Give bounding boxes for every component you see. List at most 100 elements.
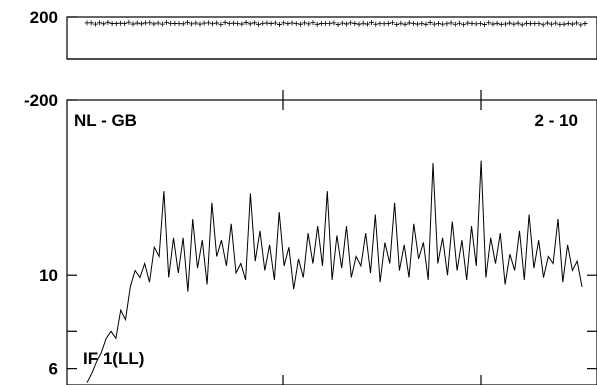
phase-point xyxy=(176,20,182,26)
phase-point xyxy=(109,21,115,27)
phase-point xyxy=(168,21,174,27)
phase-point xyxy=(473,21,479,27)
phase-point xyxy=(452,21,458,27)
phase-point xyxy=(394,21,400,27)
phase-point xyxy=(582,21,588,27)
phase-point xyxy=(243,20,249,26)
phase-point xyxy=(84,20,90,26)
phase-point xyxy=(159,21,165,27)
baseline-label: NL - GB xyxy=(74,111,137,130)
phase-point xyxy=(431,21,437,27)
phase-point xyxy=(172,20,178,26)
phase-point xyxy=(272,20,278,26)
phase-point xyxy=(448,20,454,26)
phase-point xyxy=(482,22,488,28)
phase-point xyxy=(184,19,190,25)
phase-point xyxy=(260,20,266,26)
phase-point xyxy=(385,21,391,27)
phase-point xyxy=(205,20,211,26)
phase-point xyxy=(268,21,274,27)
phase-point xyxy=(193,20,199,26)
phase-point xyxy=(289,20,295,26)
phase-point xyxy=(511,21,517,27)
phase-point xyxy=(122,21,128,27)
phase-point xyxy=(557,21,563,27)
phase-point xyxy=(419,20,425,26)
phase-point xyxy=(490,21,496,27)
phase-point xyxy=(310,20,316,26)
phase-point xyxy=(101,21,107,27)
phase-point xyxy=(264,20,270,26)
phase-point xyxy=(515,20,521,26)
phase-point xyxy=(398,20,404,26)
phase-point xyxy=(235,21,241,27)
phase-point xyxy=(415,21,421,27)
phase-point xyxy=(147,20,153,26)
phase-point xyxy=(297,21,303,27)
amplitude-series-line xyxy=(86,160,583,383)
scan-range-label: 2 - 10 xyxy=(535,111,578,130)
if-polarization-label: IF 1(LL) xyxy=(83,349,144,368)
phase-point xyxy=(214,20,220,26)
amplitude-y-tick-label: 6 xyxy=(49,360,58,379)
phase-point xyxy=(574,20,580,26)
phase-tick-label: -200 xyxy=(24,91,58,110)
phase-point xyxy=(138,21,144,27)
amplitude-y-tick-label: 10 xyxy=(39,266,58,285)
phase-point xyxy=(113,21,119,27)
phase-point xyxy=(352,21,358,27)
phase-point xyxy=(356,21,362,27)
phase-point xyxy=(293,21,299,27)
phase-point xyxy=(565,20,571,26)
phase-point xyxy=(155,20,161,26)
phase-point xyxy=(389,20,395,26)
phase-point xyxy=(553,20,559,26)
phase-point xyxy=(423,21,429,27)
phase-point xyxy=(406,20,412,26)
phase-point xyxy=(561,21,567,27)
phase-point xyxy=(335,22,341,28)
phase-point xyxy=(456,20,462,26)
phase-point xyxy=(105,19,111,25)
phase-point xyxy=(239,21,245,27)
phase-point xyxy=(92,21,98,27)
phase-point xyxy=(364,21,370,27)
phase-point xyxy=(277,22,283,28)
phase-point xyxy=(226,21,232,27)
phase-point xyxy=(251,20,257,26)
phase-point xyxy=(377,21,383,27)
phase-point xyxy=(544,20,550,26)
phase-point xyxy=(532,21,538,27)
phase-point xyxy=(498,21,504,27)
phase-point xyxy=(143,20,149,26)
phase-point xyxy=(502,21,508,27)
phase-point xyxy=(281,20,287,26)
phase-point xyxy=(569,21,575,27)
phase-point xyxy=(461,22,467,28)
amplitude-ticks: 10 6 xyxy=(39,90,597,385)
phase-point xyxy=(465,20,471,26)
phase-point xyxy=(210,21,216,27)
phase-point xyxy=(117,20,123,26)
phase-point xyxy=(197,21,203,27)
phase-y-ticks: 200 -200 xyxy=(24,8,77,110)
phase-point xyxy=(285,21,291,27)
phase-point xyxy=(507,20,513,26)
phase-point xyxy=(381,21,387,27)
phase-point xyxy=(343,21,349,27)
phase-point xyxy=(402,21,408,27)
phase-point xyxy=(256,21,262,27)
phase-point xyxy=(339,20,345,26)
phase-point xyxy=(410,20,416,26)
phase-point xyxy=(440,21,446,27)
phase-point xyxy=(218,21,224,27)
phase-point xyxy=(130,21,136,27)
phase-point xyxy=(469,21,475,27)
phase-point xyxy=(88,20,94,26)
phase-point xyxy=(151,21,157,27)
phase-point xyxy=(323,20,329,26)
amplitude-panel-frame xyxy=(66,99,597,385)
phase-point xyxy=(578,22,584,28)
phase-point xyxy=(373,21,379,27)
phase-point xyxy=(519,22,525,28)
